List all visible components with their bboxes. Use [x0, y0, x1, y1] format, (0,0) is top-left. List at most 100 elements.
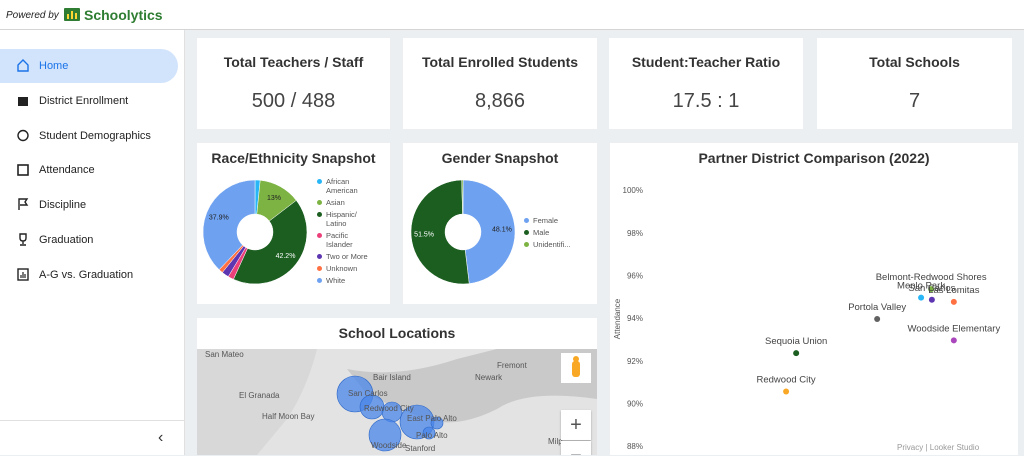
gender-card: Gender Snapshot 48.1% 51.5% Female Male Uni…: [403, 143, 597, 304]
kpi-card: Total Enrolled Students 8,866: [403, 38, 597, 129]
map-title: School Locations: [338, 325, 456, 341]
header: Powered by Schoolytics: [0, 0, 1024, 30]
sidebar: Home District Enrollment Student Demograph…: [0, 30, 185, 455]
legend-swatch: [317, 254, 322, 259]
legend-item: African American: [317, 177, 374, 195]
kpi-title: Total Enrolled Students: [421, 54, 579, 70]
chart-title: Gender Snapshot: [441, 150, 559, 166]
zoom-out[interactable]: −: [561, 441, 591, 455]
nav-label: Student Demographics: [39, 129, 151, 142]
legend-item: Hispanic/ Latino: [317, 210, 374, 228]
pie-slice: [462, 179, 516, 284]
legend-label: Male: [533, 228, 550, 237]
footer: Privacy | Looker Studio: [897, 443, 979, 452]
legend-label: Female: [533, 216, 559, 225]
nav-icon: [17, 164, 29, 177]
legend-swatch: [524, 230, 529, 235]
y-tick-label: 90%: [627, 399, 643, 408]
collapse-bar: ‹: [0, 420, 184, 456]
map-label: Redwood City: [364, 404, 414, 413]
scatter-chart: Attendance 88% 90% 92% 94% 96% 98% 100% Redwood …: [613, 186, 1000, 451]
legend-item: Two or More: [317, 252, 374, 261]
y-tick-label: 88%: [627, 442, 643, 451]
data-label: 48.1%: [492, 227, 512, 234]
nav-item[interactable]: Discipline: [0, 188, 178, 222]
legend-swatch: [317, 179, 322, 184]
legend-swatch: [317, 278, 322, 283]
nav-label: Attendance: [39, 164, 95, 177]
powered-by: Powered by: [6, 10, 59, 21]
legend-swatch: [524, 218, 529, 223]
point-label: Belmont-Redwood Shores: [876, 272, 987, 283]
kpi-title: Student:Teacher Ratio: [631, 54, 781, 70]
pie-slice: [202, 179, 256, 271]
looker-link[interactable]: Looker Studio: [929, 443, 980, 452]
pie-chart: 13% 42.2% 37.9%: [202, 179, 308, 285]
kpi-title: Total Teachers / Staff: [223, 54, 364, 70]
y-tick-label: 94%: [627, 314, 643, 323]
legend-item: White: [317, 276, 374, 285]
point: [783, 388, 790, 395]
kpi-value: 500 / 488: [251, 90, 336, 112]
y-tick-label: 96%: [627, 271, 643, 280]
kpi-card: Total Schools 7: [817, 38, 1012, 129]
nav-item[interactable]: Attendance: [0, 153, 178, 187]
data-label: 51.5%: [414, 232, 434, 239]
collapse-button[interactable]: ‹: [158, 429, 164, 446]
kpi-card: Student:Teacher Ratio 17.5 : 1: [609, 38, 803, 129]
race-card: Race/Ethnicity Snapshot 13% 42.2% 37.9% Af…: [197, 143, 390, 304]
nav-item[interactable]: Student Demographics: [0, 119, 178, 153]
nav-item[interactable]: A-G vs. Graduation: [0, 258, 178, 292]
map-label: Fremont: [497, 361, 528, 370]
pie-slice: [233, 200, 308, 285]
legend: Female Male Unidentifi...: [524, 216, 581, 252]
nav-item[interactable]: Graduation: [0, 223, 178, 257]
map[interactable]: San Mateo Bair Island Newark Fremont El Gran…: [197, 349, 597, 455]
nav-icon: [17, 268, 29, 281]
nav-item[interactable]: District Enrollment: [0, 84, 178, 118]
nav-icon: [19, 233, 27, 246]
chart-title: Race/Ethnicity Snapshot: [211, 150, 376, 166]
data-label: 42.2%: [276, 253, 296, 260]
legend-label: Two or More: [326, 252, 368, 261]
point: [874, 316, 881, 322]
y-tick-label: 100%: [623, 186, 643, 195]
zoom-in[interactable]: +: [561, 410, 591, 440]
nav-label: District Enrollment: [39, 94, 129, 107]
legend-item: Unidentifi...: [524, 240, 581, 249]
map-label: Bair Island: [373, 373, 411, 382]
map-label: Milp: [548, 437, 563, 446]
kpi-value: 17.5 : 1: [672, 90, 740, 112]
legend-item: Female: [524, 216, 581, 225]
y-tick-label: 98%: [627, 229, 643, 238]
nav-item[interactable]: Home: [0, 49, 178, 83]
map-label: Woodside: [371, 441, 407, 450]
y-axis-label: Attendance: [613, 298, 622, 339]
nav-label: Home: [39, 60, 69, 72]
legend-label: Unknown: [326, 264, 358, 273]
nav-icon: [18, 198, 29, 211]
point: [950, 337, 957, 344]
legend-item: Asian: [317, 198, 374, 207]
point-label: Portola Valley: [848, 302, 906, 313]
nav-label: A-G vs. Graduation: [39, 268, 134, 281]
nav-label: Graduation: [39, 234, 94, 246]
map-label: Palo Alto: [416, 431, 448, 440]
kpi-title: Total Schools: [869, 54, 960, 70]
pie-chart: 48.1% 51.5%: [410, 179, 516, 285]
legend-label: White: [326, 276, 346, 285]
map-label: Half Moon Bay: [262, 412, 314, 421]
kpi-value: 7: [908, 90, 921, 112]
privacy-link[interactable]: Privacy: [897, 443, 924, 452]
point-label: San Carlos: [908, 283, 955, 294]
point-label: Woodside Elementary: [907, 323, 1000, 334]
map-label: San Mateo: [205, 350, 244, 359]
nav-icon: [18, 96, 28, 106]
legend-item: Unknown: [317, 264, 374, 273]
brand-logo: [64, 8, 80, 21]
map-label: Newark: [475, 373, 503, 382]
point: [950, 298, 957, 305]
legend-swatch: [317, 200, 322, 205]
legend-swatch: [524, 242, 529, 247]
